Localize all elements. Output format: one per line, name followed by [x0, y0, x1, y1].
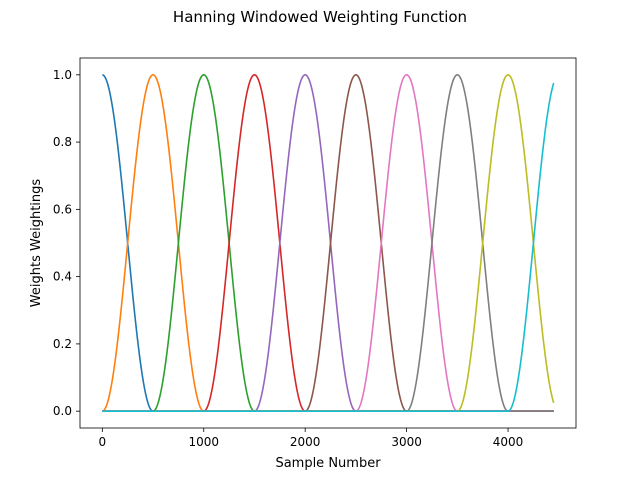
y-axis-label: Weights Weightings — [29, 179, 44, 308]
x-axis-label: Sample Number — [275, 456, 381, 471]
y-tick-label: 0.8 — [53, 135, 72, 149]
x-tick-label: 1000 — [188, 435, 219, 449]
y-tick-label: 1.0 — [53, 68, 72, 82]
plot-frame — [79, 57, 577, 429]
x-tick-label: 4000 — [493, 435, 524, 449]
series-line-10 — [102, 82, 555, 412]
y-tick-label: 0.0 — [53, 404, 72, 418]
y-tick-label: 0.6 — [53, 202, 72, 216]
series-layer — [102, 74, 555, 412]
plot-area — [80, 58, 576, 428]
x-tick-label: 0 — [98, 435, 106, 449]
chart-title: Hanning Windowed Weighting Function — [173, 8, 467, 26]
y-tick-label: 0.2 — [53, 337, 72, 351]
x-tick-label: 3000 — [391, 435, 422, 449]
x-tick-label: 2000 — [290, 435, 321, 449]
y-tick-label: 0.4 — [53, 270, 72, 284]
tick-layer: 0 1000 2000 3000 4000 0.0 0.2 0.4 0.6 0.8 1.0 — [53, 68, 523, 449]
